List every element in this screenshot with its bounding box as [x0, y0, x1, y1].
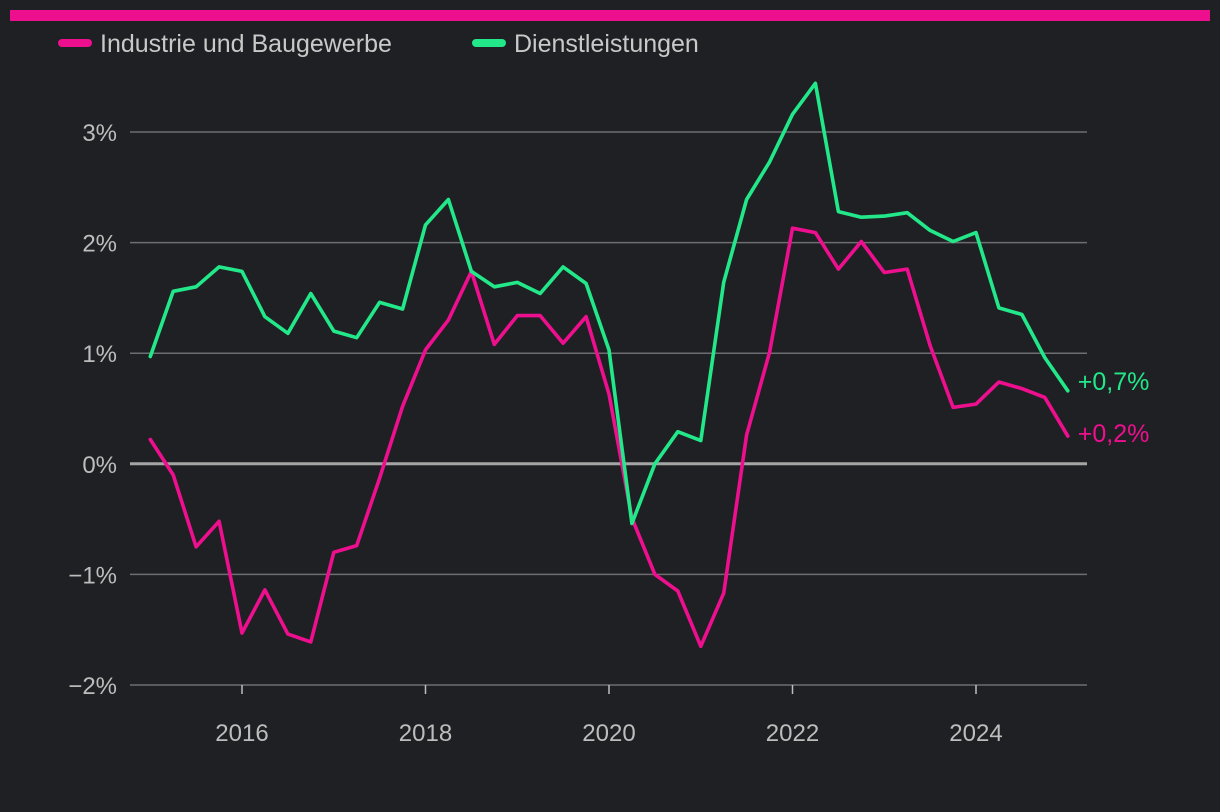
legend-item: Dienstleistungen [472, 30, 699, 58]
x-axis-ticks: 2016 2018 2020 2022 2024 [215, 685, 1003, 747]
accent-top-bar [10, 10, 1210, 21]
y-tick-label: 3% [82, 120, 117, 147]
y-axis-ticks: 3% 2% 1% 0% −1% −2% [68, 120, 117, 700]
y-tick-label: −1% [68, 562, 117, 589]
series-line-industrie [148, 226, 1070, 649]
grid-lines [130, 131, 1087, 686]
legend: Industrie und Baugewerbe Dienstleistungen [58, 30, 699, 58]
x-tick-label: 2022 [766, 720, 819, 747]
series-lines [148, 81, 1070, 649]
end-labels: +0,2% +0,7% [1078, 368, 1150, 448]
end-label-industrie: +0,2% [1078, 420, 1150, 448]
legend-label: Dienstleistungen [514, 30, 699, 58]
y-tick-label: 1% [82, 341, 117, 368]
legend-item: Industrie und Baugewerbe [58, 30, 392, 58]
y-tick-label: −2% [68, 673, 117, 700]
legend-label: Industrie und Baugewerbe [100, 30, 392, 58]
y-tick-label: 2% [82, 231, 117, 258]
series-line-dienstleistungen [148, 81, 1070, 526]
x-tick-label: 2024 [949, 720, 1002, 747]
x-tick-label: 2018 [399, 720, 452, 747]
y-tick-label: 0% [82, 452, 117, 479]
x-tick-label: 2020 [582, 720, 635, 747]
x-tick-label: 2016 [215, 720, 268, 747]
end-label-dienstleistungen: +0,7% [1078, 368, 1150, 396]
